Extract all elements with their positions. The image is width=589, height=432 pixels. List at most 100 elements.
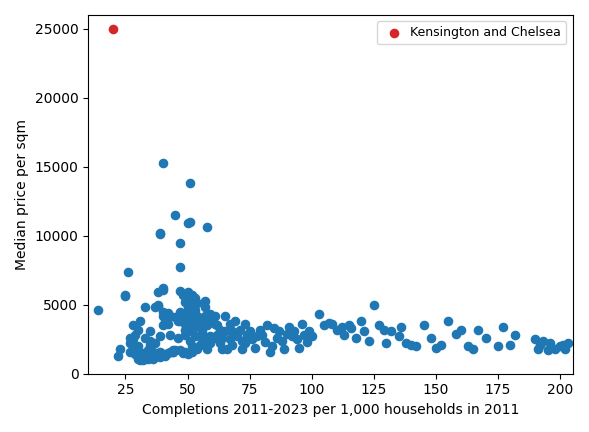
Point	[168, 347, 177, 354]
Point	[131, 332, 140, 339]
Point	[186, 337, 195, 344]
X-axis label: Completions 2011-2023 per 1,000 households in 2011: Completions 2011-2023 per 1,000 househol…	[142, 403, 519, 417]
Point	[143, 355, 153, 362]
Kensington and Chelsea	[108, 25, 118, 32]
Point	[186, 297, 195, 304]
Point	[158, 312, 167, 319]
Point	[195, 324, 204, 330]
Point	[163, 349, 173, 356]
Point	[190, 307, 200, 314]
Point	[198, 332, 207, 339]
Point	[198, 317, 207, 324]
Point	[188, 327, 197, 334]
Point	[160, 353, 170, 359]
Point	[235, 326, 244, 333]
Point	[332, 326, 341, 333]
Point	[153, 349, 163, 356]
Point	[158, 322, 167, 329]
Point	[158, 286, 167, 293]
Point	[143, 347, 153, 354]
Point	[560, 346, 570, 353]
Point	[240, 340, 249, 347]
Point	[555, 343, 565, 349]
Point	[121, 292, 130, 299]
Point	[183, 289, 192, 296]
Point	[158, 159, 167, 166]
Point	[148, 355, 157, 362]
Point	[250, 344, 259, 351]
Point	[121, 293, 130, 300]
Point	[178, 348, 187, 355]
Point	[138, 349, 147, 356]
Point	[468, 346, 478, 353]
Point	[113, 353, 123, 359]
Point	[186, 219, 195, 226]
Point	[183, 220, 192, 227]
Point	[188, 343, 197, 349]
Point	[277, 337, 287, 344]
Point	[220, 312, 230, 319]
Point	[148, 348, 157, 355]
Point	[163, 321, 173, 327]
Point	[511, 332, 520, 339]
Point	[151, 304, 160, 311]
Point	[123, 268, 133, 275]
Point	[141, 304, 150, 311]
Point	[125, 340, 135, 347]
Point	[347, 325, 356, 332]
Point	[128, 344, 138, 351]
Point	[153, 303, 163, 310]
Point	[247, 336, 257, 343]
Point	[151, 354, 160, 361]
Point	[444, 318, 453, 325]
Point	[190, 294, 200, 301]
Point	[195, 324, 204, 330]
Point	[315, 311, 324, 318]
Point	[506, 341, 515, 348]
Point	[203, 346, 212, 353]
Point	[233, 333, 242, 340]
Point	[262, 322, 272, 329]
Point	[272, 334, 282, 341]
Point	[325, 319, 334, 326]
Point	[170, 347, 180, 354]
Point	[170, 314, 180, 321]
Point	[379, 326, 389, 333]
Point	[183, 308, 192, 315]
Point	[193, 312, 202, 319]
Point	[474, 326, 483, 333]
Point	[245, 327, 254, 334]
Point	[128, 336, 138, 343]
Point	[168, 348, 177, 355]
Point	[551, 346, 560, 353]
Point	[210, 321, 220, 327]
Point	[94, 307, 103, 314]
Point	[225, 321, 234, 327]
Point	[217, 346, 227, 353]
Point	[481, 334, 491, 341]
Point	[205, 340, 214, 347]
Point	[188, 318, 197, 325]
Point	[203, 322, 212, 329]
Point	[284, 324, 294, 330]
Point	[133, 351, 143, 358]
Point	[168, 348, 177, 355]
Point	[374, 322, 383, 329]
Point	[357, 318, 366, 325]
Point	[145, 337, 155, 344]
Point	[180, 348, 190, 355]
Point	[267, 343, 277, 349]
Point	[133, 326, 143, 333]
Point	[451, 330, 461, 337]
Point	[193, 314, 202, 321]
Point	[173, 334, 183, 341]
Point	[183, 351, 192, 358]
Point	[558, 341, 567, 348]
Point	[213, 322, 222, 329]
Point	[545, 340, 555, 347]
Point	[456, 326, 465, 333]
Point	[227, 327, 237, 334]
Point	[135, 318, 145, 325]
Point	[225, 336, 234, 343]
Point	[190, 300, 200, 307]
